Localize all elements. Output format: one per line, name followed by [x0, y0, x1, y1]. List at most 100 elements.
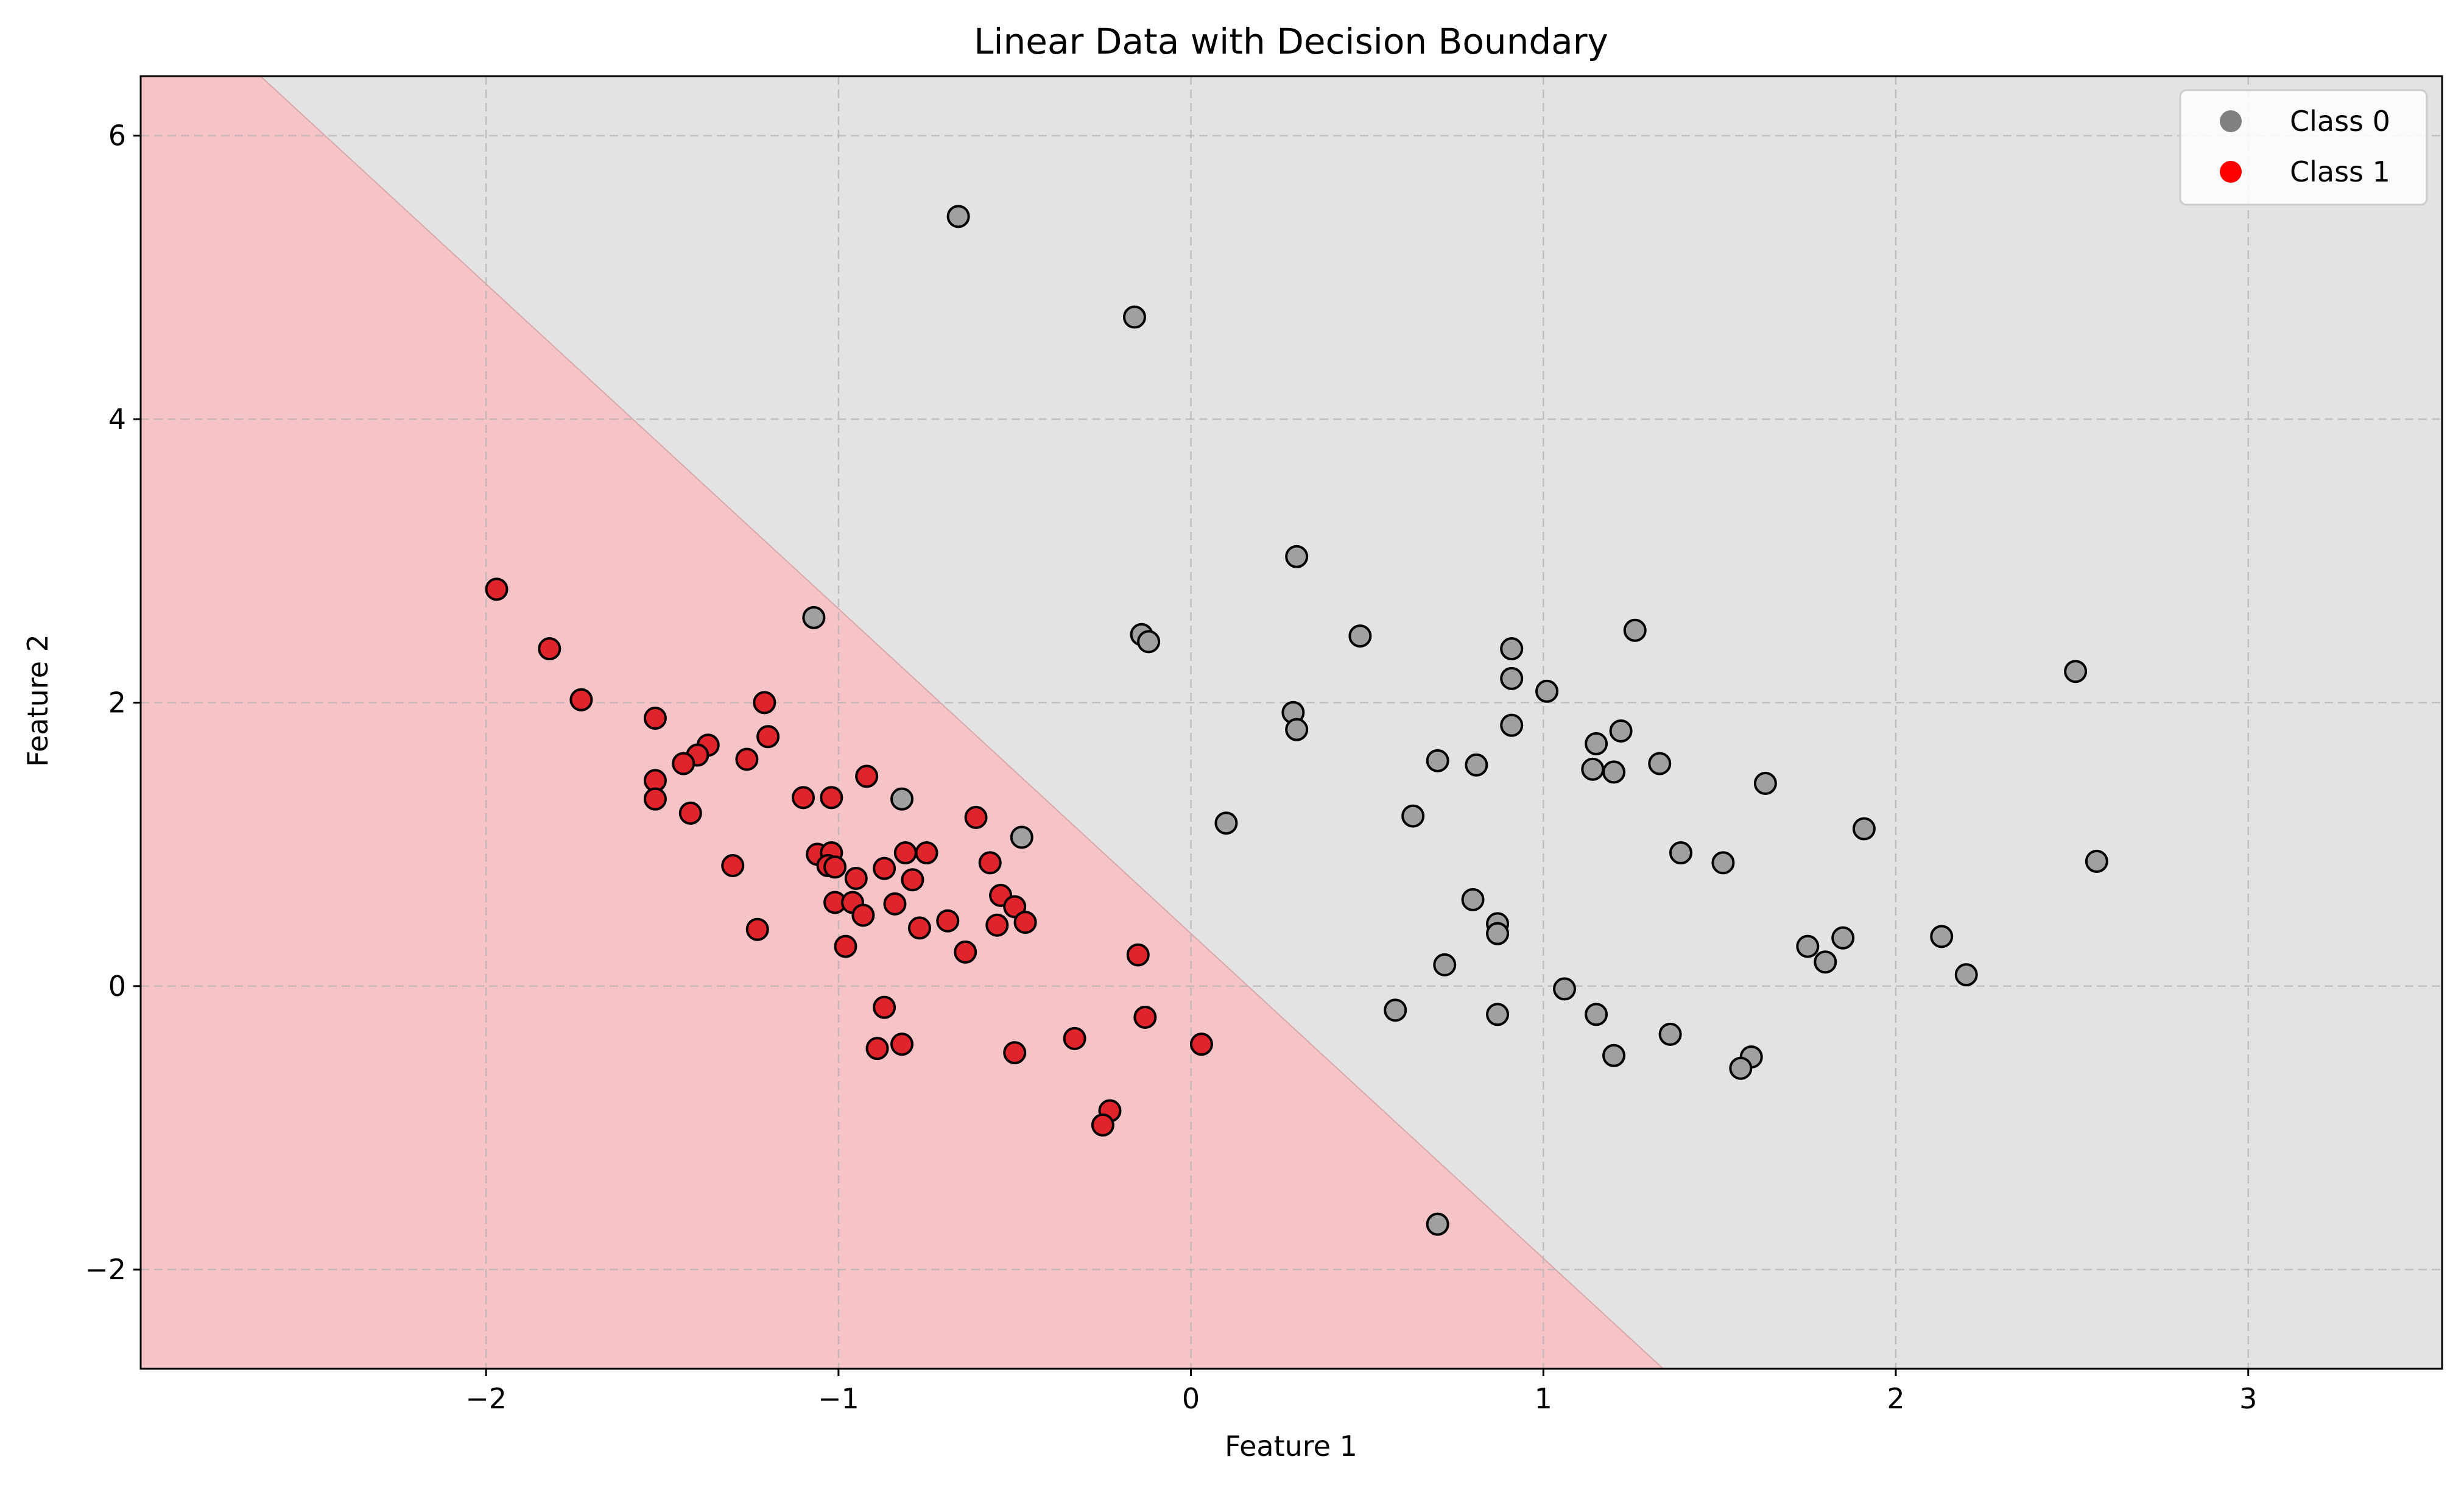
- y-tick-label: 4: [108, 403, 126, 436]
- data-point-class-0: [802, 606, 826, 629]
- chart-title: Linear Data with Decision Boundary: [974, 21, 1608, 62]
- data-point-class-0: [1010, 825, 1033, 849]
- data-point-class-1: [901, 868, 924, 892]
- data-point-class-1: [893, 841, 917, 865]
- data-point-class-1: [569, 688, 593, 711]
- data-point-class-0: [1500, 666, 1524, 690]
- data-point-class-0: [1711, 851, 1735, 875]
- y-tick-label: 6: [108, 119, 126, 152]
- data-point-class-1: [851, 903, 875, 927]
- data-point-class-0: [1609, 719, 1633, 743]
- data-point-class-0: [1500, 713, 1524, 737]
- data-point-class-0: [1669, 841, 1692, 865]
- data-point-class-1: [643, 787, 667, 811]
- data-point-class-0: [1581, 757, 1605, 781]
- data-point-class-0: [1500, 637, 1524, 661]
- data-point-class-1: [978, 851, 1002, 875]
- data-point-class-1: [855, 764, 879, 788]
- data-point-class-1: [883, 892, 907, 916]
- data-point-class-0: [1623, 618, 1647, 642]
- data-point-class-1: [1091, 1113, 1114, 1137]
- data-point-class-1: [1189, 1033, 1213, 1056]
- x-axis-ticks: −2 −1 0 1 2 3: [465, 1369, 2257, 1415]
- data-point-class-1: [485, 577, 509, 601]
- y-tick-label: 0: [108, 970, 126, 1003]
- x-tick-label: 0: [1182, 1382, 1200, 1415]
- data-point-class-0: [1486, 1003, 1510, 1026]
- data-point-class-0: [1535, 679, 1559, 703]
- decision-boundary-line: [260, 76, 1664, 1369]
- legend-label-class-0: Class 0: [2290, 105, 2390, 138]
- data-point-class-0: [1585, 732, 1608, 755]
- legend-box: [2179, 89, 2428, 206]
- data-point-class-0: [2085, 850, 2108, 874]
- data-point-class-1: [538, 637, 561, 661]
- data-point-class-0: [1585, 1003, 1608, 1026]
- data-point-class-1: [745, 917, 769, 941]
- data-point-class-0: [2064, 660, 2088, 683]
- x-axis-label: Feature 1: [1225, 1430, 1357, 1463]
- data-point-class-1: [865, 1037, 889, 1061]
- y-axis-label: Feature 2: [21, 634, 54, 767]
- data-point-class-0: [1433, 953, 1457, 976]
- data-point-class-0: [1553, 977, 1577, 1001]
- y-tick-label: −2: [85, 1253, 126, 1286]
- x-tick-label: 3: [2239, 1382, 2257, 1415]
- data-point-class-0: [1426, 749, 1449, 772]
- data-point-class-0: [1486, 922, 1510, 945]
- x-tick-label: −1: [818, 1382, 859, 1415]
- data-point-class-1: [756, 725, 780, 749]
- data-point-class-1: [1013, 911, 1037, 934]
- data-point-class-0: [946, 205, 970, 228]
- x-tick-label: 1: [1535, 1382, 1552, 1415]
- data-point-class-1: [753, 691, 776, 715]
- x-tick-label: 2: [1887, 1382, 1904, 1415]
- data-point-class-1: [823, 855, 847, 879]
- data-point-class-1: [915, 841, 938, 865]
- legend-label-class-1: Class 1: [2290, 155, 2390, 188]
- data-points: [485, 205, 2108, 1236]
- data-point-class-0: [1954, 963, 1978, 987]
- data-point-class-0: [1930, 925, 1954, 948]
- data-point-class-0: [1285, 718, 1309, 741]
- data-point-class-1: [873, 995, 896, 1019]
- decision-regions: [141, 76, 2442, 1369]
- data-point-class-1: [907, 916, 931, 940]
- data-point-class-1: [735, 747, 759, 771]
- data-point-class-0: [890, 787, 914, 811]
- data-point-class-0: [1122, 305, 1146, 329]
- data-point-class-1: [985, 913, 1009, 937]
- data-point-class-0: [1831, 926, 1855, 950]
- data-point-class-0: [1401, 804, 1425, 828]
- data-point-class-0: [1814, 950, 1837, 974]
- data-point-class-0: [1602, 760, 1626, 784]
- data-point-class-0: [1648, 752, 1672, 775]
- plot-frame: [139, 75, 2443, 1370]
- data-point-class-0: [1465, 753, 1488, 777]
- data-point-class-0: [1285, 545, 1309, 568]
- data-point-class-1: [964, 805, 988, 829]
- data-point-class-0: [1137, 630, 1161, 654]
- legend-marker-class-1: [2220, 161, 2242, 183]
- data-point-class-1: [834, 934, 857, 958]
- data-point-class-0: [1852, 817, 1876, 841]
- data-point-class-1: [890, 1033, 914, 1056]
- data-point-class-1: [791, 786, 815, 810]
- legend: Class 0 Class 1: [2179, 89, 2428, 206]
- legend-marker-class-0: [2220, 110, 2242, 132]
- data-point-class-0: [1753, 772, 1777, 796]
- data-point-class-1: [1133, 1005, 1157, 1029]
- data-point-class-1: [844, 866, 868, 890]
- data-point-class-1: [873, 856, 896, 880]
- data-point-class-0: [1796, 934, 1820, 958]
- data-point-class-1: [643, 707, 667, 730]
- data-point-class-0: [1602, 1043, 1626, 1067]
- data-point-class-1: [1126, 943, 1150, 967]
- grid-lines: [141, 76, 2442, 1369]
- data-point-class-1: [1003, 895, 1027, 919]
- data-point-class-1: [678, 801, 702, 825]
- data-point-class-1: [672, 752, 695, 775]
- data-point-class-0: [1461, 888, 1485, 911]
- data-point-class-0: [1729, 1056, 1753, 1080]
